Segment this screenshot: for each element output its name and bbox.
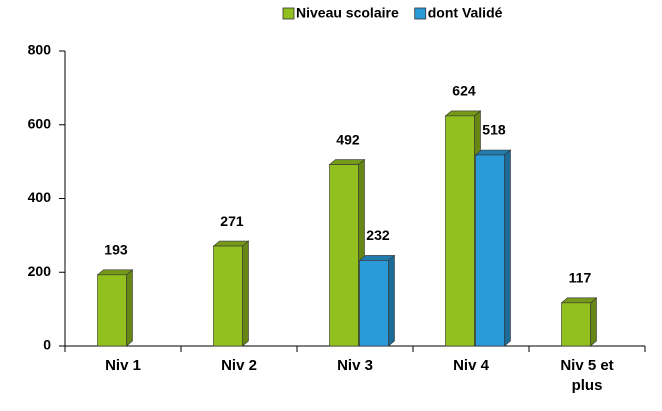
bar-top bbox=[444, 110, 482, 117]
legend-swatch bbox=[282, 7, 295, 20]
value-label: 193 bbox=[104, 242, 128, 258]
bar bbox=[213, 245, 243, 347]
legend-label: dont Validé bbox=[428, 5, 503, 21]
bar bbox=[445, 115, 475, 347]
bar bbox=[359, 260, 389, 347]
bar-top bbox=[96, 269, 134, 276]
bar-top bbox=[560, 297, 598, 304]
x-tick-label: Niv 5 et plus bbox=[560, 357, 614, 394]
bar-top bbox=[328, 159, 366, 165]
bar-side bbox=[242, 240, 249, 347]
value-label: 117 bbox=[569, 270, 592, 286]
bar bbox=[329, 164, 359, 347]
y-tick-label: 400 bbox=[28, 189, 52, 205]
y-tick-label: 600 bbox=[28, 115, 52, 131]
bar bbox=[97, 274, 127, 347]
x-tick-label: Niv 1 bbox=[105, 357, 141, 374]
legend-swatch bbox=[414, 7, 427, 20]
bar-side bbox=[126, 269, 133, 347]
x-tick-label: Niv 3 bbox=[337, 357, 373, 374]
bar-side bbox=[388, 254, 395, 347]
bar-top bbox=[358, 255, 396, 261]
bar-top bbox=[474, 149, 512, 156]
x-tick-label: Niv 2 bbox=[221, 357, 257, 374]
value-label: 271 bbox=[220, 213, 244, 229]
value-label: 232 bbox=[366, 227, 390, 243]
value-label: 624 bbox=[452, 83, 476, 99]
y-tick-label: 0 bbox=[43, 337, 51, 353]
bar-side bbox=[590, 297, 597, 347]
value-label: 492 bbox=[336, 131, 360, 147]
bar-top bbox=[212, 240, 250, 247]
y-tick-label: 200 bbox=[28, 263, 52, 279]
y-tick-label: 800 bbox=[28, 42, 52, 58]
bar bbox=[561, 302, 591, 347]
value-label: 518 bbox=[482, 122, 506, 138]
bar bbox=[475, 154, 505, 347]
bar-side bbox=[504, 149, 511, 347]
legend-label: Niveau scolaire bbox=[296, 5, 399, 21]
x-tick-label: Niv 4 bbox=[453, 357, 489, 374]
